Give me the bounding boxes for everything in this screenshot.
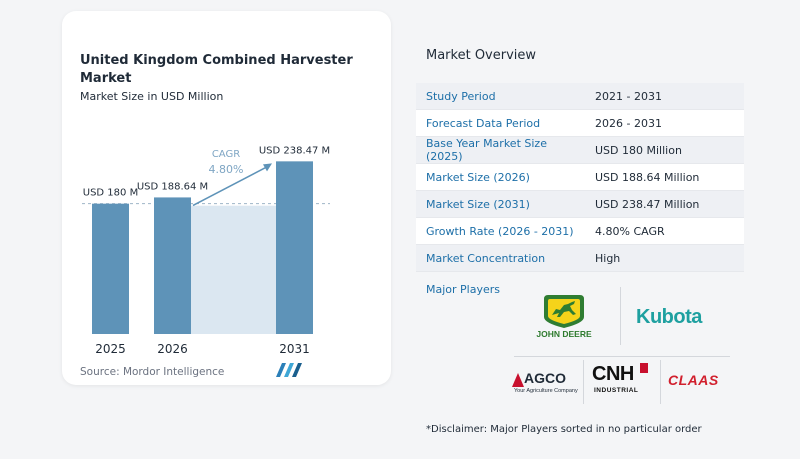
chart-title: United Kingdom Combined Harvester Market: [80, 53, 353, 86]
cagr-arrow-head: [263, 163, 272, 172]
table-row: Base Year Market Size (2025) USD 180 Mil…: [416, 137, 744, 164]
row-value: USD 180 Million: [595, 143, 682, 157]
cnh-mark-icon: [640, 363, 648, 373]
tick-label-2031: 2031: [279, 342, 310, 356]
agco-mark-icon: [512, 373, 524, 387]
deer-icon: [544, 295, 584, 328]
agco-logo: AGCO Your Agriculture Company: [512, 370, 578, 400]
row-key: Study Period: [426, 89, 496, 103]
disclaimer: *Disclaimer: Major Players sorted in no …: [426, 424, 702, 435]
chart-card: United Kingdom Combined Harvester Market…: [62, 11, 391, 385]
row-key: Market Concentration: [426, 251, 546, 265]
row-value: High: [595, 251, 621, 265]
table-row: Growth Rate (2026 - 2031) 4.80% CAGR: [416, 218, 744, 245]
logo-divider: [583, 360, 584, 404]
table-row: Market Size (2026) USD 188.64 Million: [416, 164, 744, 191]
cagr-arrow-line: [192, 165, 269, 207]
table-row: Forecast Data Period 2026 - 2031: [416, 110, 744, 137]
bar-chart: USD 180 M 2025 USD 188.64 M 2026 USD 238.47 …: [82, 145, 330, 356]
row-value: USD 238.47 Million: [595, 197, 700, 211]
row-key: Base Year Market Size (2025): [426, 137, 547, 163]
table-row: Study Period 2021 - 2031: [416, 83, 744, 110]
logo-divider: [660, 360, 661, 404]
chart-subtitle: Market Size in USD Million: [80, 90, 224, 103]
row-value: USD 188.64 Million: [595, 170, 700, 184]
chart-source: Source: Mordor Intelligence: [80, 366, 225, 378]
row-value: 2026 - 2031: [595, 116, 662, 130]
row-key: Market Size (2026): [426, 170, 530, 184]
row-key: Market Size (2031): [426, 197, 530, 211]
row-key: Growth Rate (2026 - 2031): [426, 224, 574, 238]
table-row: Market Concentration High: [416, 245, 744, 272]
mordor-logo-icon: [276, 363, 302, 377]
market-overview-title: Market Overview: [426, 48, 537, 63]
tick-label-2025: 2025: [95, 342, 126, 356]
cnh-subtext: INDUSTRIAL: [594, 387, 639, 394]
bar-2031: [276, 161, 313, 334]
data-label-2031: USD 238.47 M: [259, 145, 330, 156]
john-deere-text: JOHN DEERE: [536, 329, 592, 339]
john-deere-logo: JOHN DEERE: [526, 293, 602, 341]
data-label-2025: USD 180 M: [83, 188, 138, 199]
cnh-text: CNH: [592, 363, 634, 385]
bar-2026: [154, 197, 191, 334]
forecast-region: [191, 205, 276, 334]
tick-label-2026: 2026: [157, 342, 188, 356]
data-label-2026: USD 188.64 M: [137, 181, 208, 192]
agco-tagline: Your Agriculture Company: [514, 388, 578, 394]
claas-logo: CLAAS: [668, 372, 719, 388]
cagr-value: 4.80%: [209, 163, 244, 176]
row-value: 4.80% CAGR: [595, 224, 665, 238]
major-players-label: Major Players: [426, 283, 500, 296]
row-value: 2021 - 2031: [595, 89, 662, 103]
logo-divider: [620, 287, 621, 345]
kubota-logo: Kubota: [636, 306, 702, 328]
row-key: Forecast Data Period: [426, 116, 541, 130]
cagr-label: CAGR: [212, 149, 240, 160]
overview-table: Study Period 2021 - 2031 Forecast Data P…: [416, 83, 744, 272]
cnh-logo: CNH INDUSTRIAL: [592, 363, 652, 403]
agco-text: AGCO: [524, 370, 566, 386]
bar-2025: [92, 203, 129, 334]
logo-divider: [514, 356, 730, 357]
table-row: Market Size (2031) USD 238.47 Million: [416, 191, 744, 218]
